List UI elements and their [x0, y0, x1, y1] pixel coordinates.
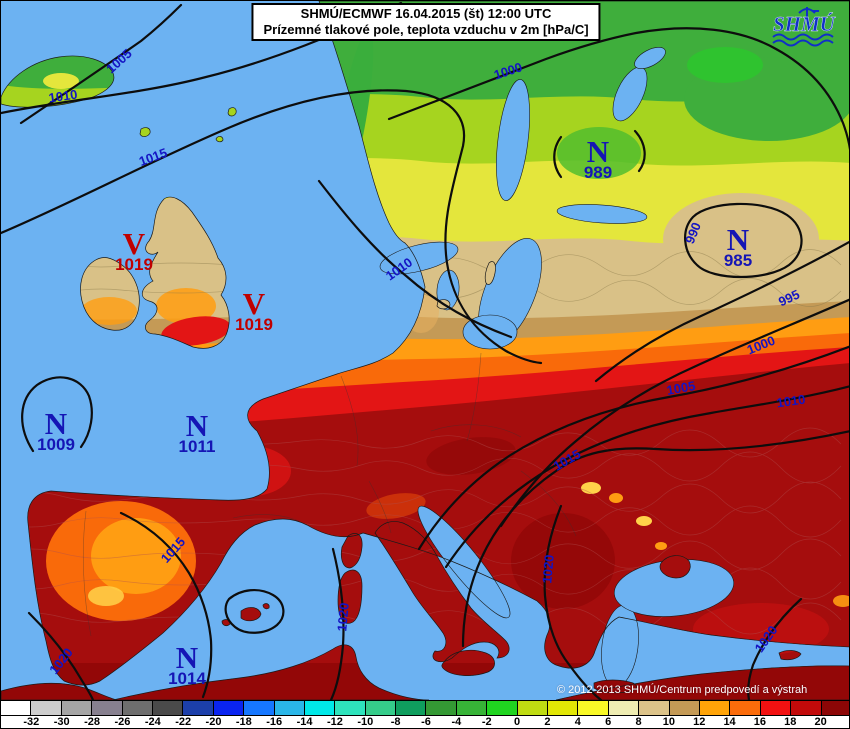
pressure-center-value: 1011 — [178, 437, 216, 456]
pressure-center: N 1011 — [178, 408, 216, 456]
colorbar-cell — [517, 701, 549, 716]
colorbar-cell — [1, 701, 32, 716]
colorbar-cell — [274, 701, 305, 716]
colorbar-cell — [487, 701, 518, 716]
colorbar-cell — [183, 701, 214, 716]
colorbar-tick: -10 — [357, 716, 374, 728]
colorbar-cell — [821, 701, 849, 716]
isobar-label: 1020 — [334, 601, 352, 633]
colorbar-cell — [578, 701, 609, 716]
colorbar-tick: -30 — [53, 716, 70, 728]
colorbar-cell — [456, 701, 488, 716]
colorbar-cell — [304, 701, 336, 716]
colorbar-cell — [244, 701, 275, 716]
colorbar-tick: -2 — [481, 716, 492, 728]
pressure-center: N 985 — [723, 222, 753, 270]
colorbar-tick: 0 — [514, 716, 521, 728]
pressure-center-value: 1014 — [168, 669, 206, 688]
pressure-center-symbol: N — [44, 406, 68, 441]
colorbar-cell — [699, 701, 731, 716]
colorbar-tick: 2 — [544, 716, 551, 728]
colorbar-cell — [152, 701, 184, 716]
colorbar-tick: 4 — [574, 716, 581, 728]
colorbar-tick: -14 — [296, 716, 313, 728]
umbrella-icon — [798, 7, 819, 19]
colorbar-tick: -26 — [114, 716, 131, 728]
colorbar-tick: 14 — [723, 716, 736, 728]
colorbar-tick: -4 — [451, 716, 462, 728]
colorbar-cell — [122, 701, 153, 716]
colorbar-tick: 18 — [784, 716, 797, 728]
colorbar-tick: 8 — [635, 716, 642, 728]
temperature-colorbar: -32 -30 -28 -26 -24 -22 -20 -18 -16 -14 -12 -10 -8 -6… — [1, 700, 849, 728]
colorbar-cell — [213, 701, 245, 716]
colorbar-cells — [1, 700, 849, 716]
pressure-center-symbol: N — [185, 408, 209, 443]
pressure-center: V 1019 — [115, 226, 153, 274]
map-area: SHMÚ/ECMWF 16.04.2015 (št) 12:00 UTC Prí… — [1, 1, 849, 700]
pressure-center: N 989 — [583, 134, 613, 182]
colorbar-tick: -6 — [421, 716, 431, 728]
colorbar-cell — [639, 701, 670, 716]
colorbar-cell — [760, 701, 792, 716]
pressure-center: N 1014 — [168, 640, 206, 688]
pressure-center-symbol: N — [586, 134, 610, 169]
map-title-line2: Prízemné tlakové pole, teplota vzduchu v… — [263, 22, 589, 37]
colorbar-cell — [791, 701, 822, 716]
pressure-center-symbol: V — [122, 226, 146, 261]
colorbar-tick: 12 — [693, 716, 706, 728]
colorbar-tick: -32 — [23, 716, 40, 728]
colorbar-cell — [669, 701, 700, 716]
colorbar-tick: -16 — [266, 716, 283, 728]
colorbar-cell — [31, 701, 62, 716]
map-title-line1: SHMÚ/ECMWF 16.04.2015 (št) 12:00 UTC — [300, 6, 552, 21]
colorbar-tick: 20 — [814, 716, 827, 728]
pressure-center-value: 985 — [723, 251, 753, 270]
colorbar-cell — [730, 701, 761, 716]
colorbar-tick: -18 — [235, 716, 252, 728]
colorbar-cell — [365, 701, 397, 716]
pressure-center: V 1019 — [235, 286, 273, 334]
map-title: SHMÚ/ECMWF 16.04.2015 (št) 12:00 UTC Prí… — [251, 3, 601, 41]
pressure-center-value: 1019 — [115, 255, 153, 274]
colorbar-tick: -20 — [205, 716, 222, 728]
pressure-center: N 1009 — [37, 406, 75, 454]
colorbar-tick-labels: -32 -30 -28 -26 -24 -22 -20 -18 -16 -14 -12 -10 -8 -6… — [1, 716, 849, 728]
isobar-label: 1020 — [539, 553, 557, 585]
pressure-center-symbol: N — [175, 640, 199, 675]
colorbar-tick: 10 — [662, 716, 675, 728]
pressure-center-symbol: N — [726, 222, 750, 257]
colorbar-tick: -28 — [84, 716, 101, 728]
colorbar-cell — [335, 701, 366, 716]
colorbar-cell — [608, 701, 640, 716]
pressure-center-symbol: V — [242, 286, 266, 321]
colorbar-tick: 16 — [753, 716, 767, 728]
shmu-logo: SHMÚ — [769, 1, 849, 49]
colorbar-tick: -24 — [144, 716, 161, 728]
logo-waves — [772, 33, 834, 47]
copyright-text: © 2012-2013 SHMÚ/Centrum predpovedí a vý… — [557, 684, 808, 696]
colorbar-tick: -22 — [175, 716, 192, 728]
pressure-center-value: 1019 — [235, 315, 273, 334]
pressure-center-value: 1009 — [37, 435, 75, 454]
shmu-logo-text: SHMÚ — [773, 12, 837, 36]
colorbar-tick: -12 — [326, 716, 343, 728]
pressure-center-value: 989 — [583, 163, 613, 182]
colorbar-cell — [396, 701, 427, 716]
colorbar-cell — [61, 701, 93, 716]
shmu-logo-graphic: SHMÚ — [772, 7, 837, 47]
inner-seas — [379, 47, 735, 688]
weather-map-svg — [1, 1, 849, 700]
colorbar-cell — [92, 701, 123, 716]
colorbar-cell — [548, 701, 579, 716]
colorbar-tick: 6 — [605, 716, 612, 728]
colorbar-tick: -8 — [390, 716, 401, 728]
colorbar-cell — [426, 701, 457, 716]
